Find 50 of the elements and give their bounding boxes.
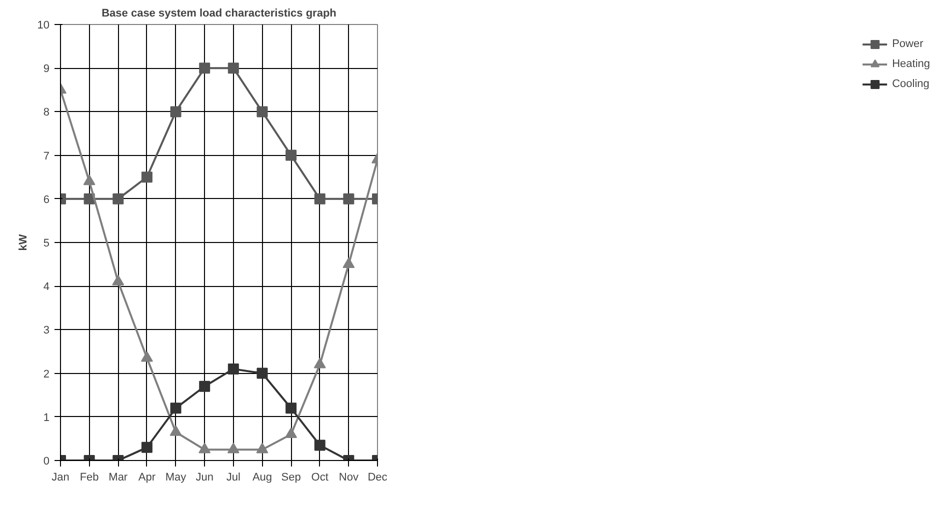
point: [228, 363, 239, 374]
point: [140, 351, 153, 362]
point: [228, 62, 239, 74]
point: [343, 193, 354, 204]
x-tick-label: May: [165, 472, 187, 484]
x-tick-label: Sep: [281, 472, 301, 484]
point: [112, 274, 124, 286]
y-tick-label: 8: [43, 106, 50, 119]
point: [83, 174, 96, 186]
x-tick-label: Nov: [338, 472, 359, 484]
point: [285, 427, 298, 438]
x-tick-label: Aug: [252, 472, 272, 484]
y-tick-label: 1: [43, 412, 50, 424]
y-tick-label: 4: [43, 281, 50, 294]
point: [227, 442, 240, 454]
x-tick-label: Jan: [52, 472, 70, 484]
point: [198, 442, 211, 454]
point: [199, 380, 210, 392]
point: [199, 62, 210, 74]
y-tick-label: 6: [43, 194, 50, 206]
y-tick-label: 9: [43, 63, 50, 76]
x-tick-label: Jul: [226, 472, 240, 484]
x-tick-label: Oct: [311, 472, 328, 484]
point: [256, 106, 268, 118]
point: [314, 358, 326, 368]
x-tick-label: Dec: [368, 472, 388, 484]
point: [256, 368, 268, 379]
x-tick-label: Jun: [196, 472, 214, 484]
x-tick-label: Feb: [80, 472, 99, 484]
x-tick-label: Apr: [138, 472, 156, 484]
point: [256, 442, 268, 454]
y-tick-label: 0: [43, 456, 50, 468]
point: [112, 193, 124, 204]
y-tick-label: 2: [43, 368, 50, 380]
chart-title: Base case system load characteristics graph: [102, 8, 337, 20]
point: [170, 425, 182, 436]
y-tick-label: 10: [37, 20, 50, 32]
y-tick-label: 5: [43, 238, 50, 250]
y-tick-label: 3: [43, 324, 50, 337]
y-tick-label: 7: [43, 150, 50, 162]
legend-label: Heating: [892, 58, 930, 70]
point: [286, 150, 297, 161]
legend-label: Cooling: [892, 78, 930, 90]
x-tick-label: Mar: [108, 472, 128, 484]
point: [141, 172, 152, 183]
y-axis-title: kW: [17, 234, 30, 251]
legend-label: Power: [892, 38, 924, 50]
point: [342, 257, 355, 268]
point: [314, 193, 326, 204]
point: [170, 106, 182, 118]
